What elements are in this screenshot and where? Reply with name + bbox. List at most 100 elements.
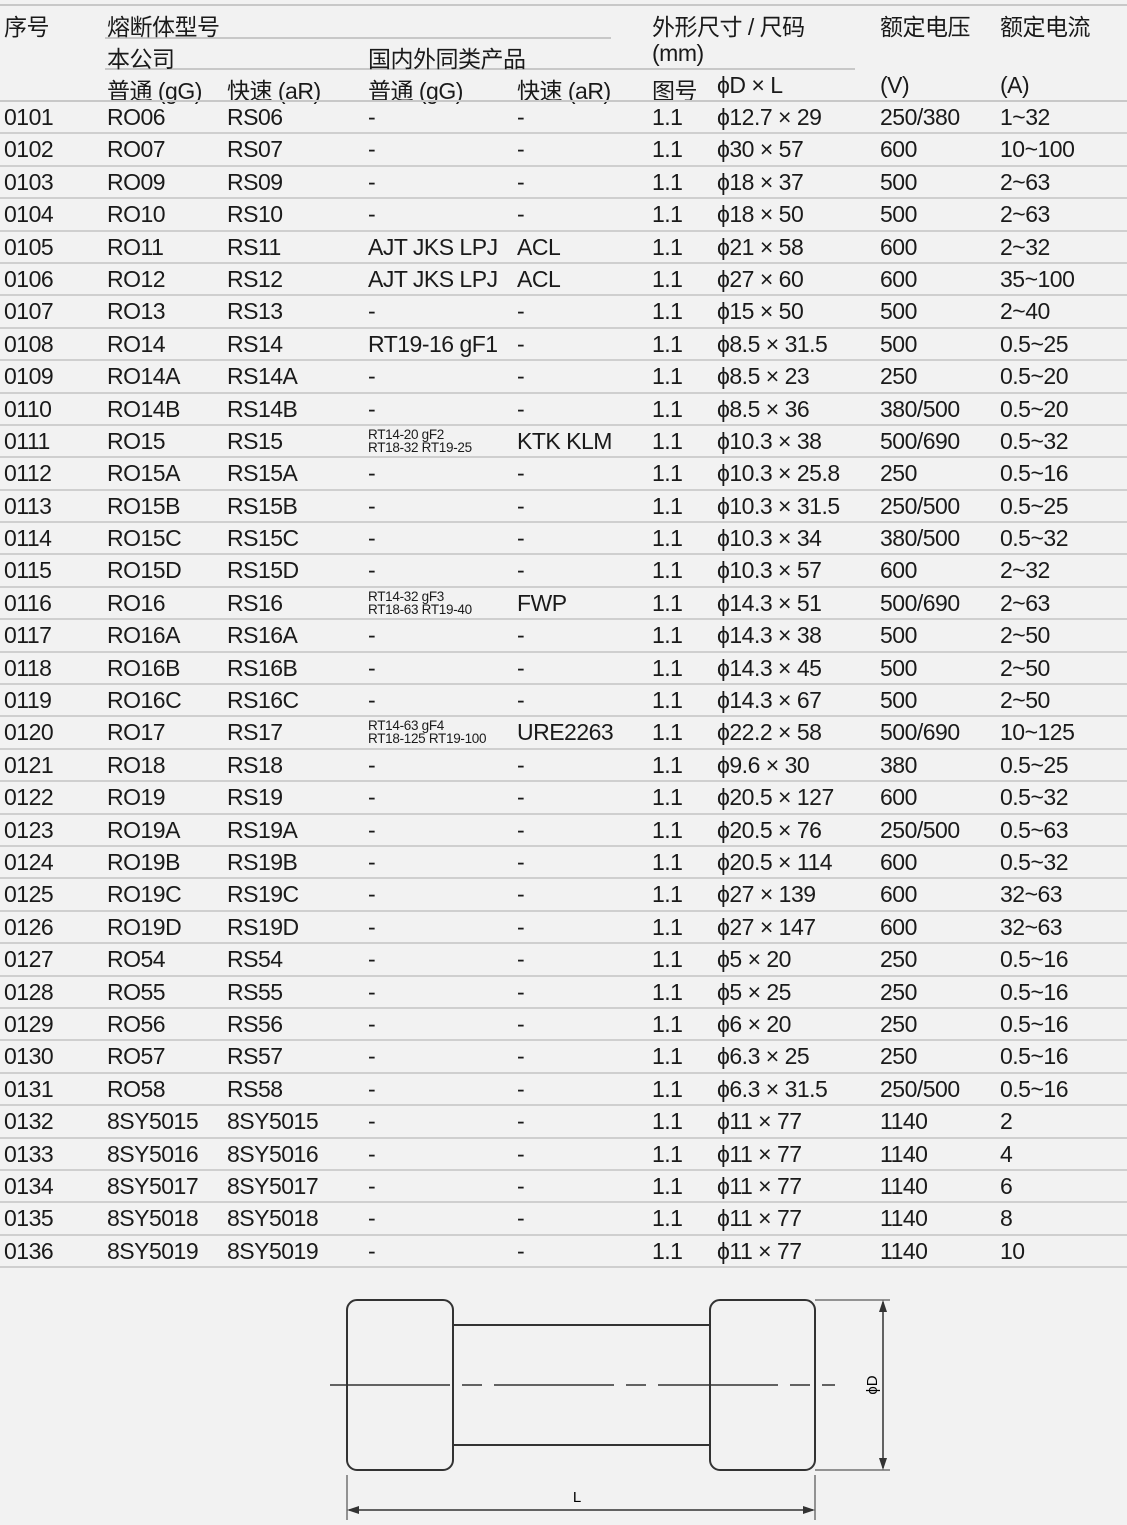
cell-gG-model: RO58 (107, 1075, 166, 1102)
cell-domestic-aR: - (517, 395, 525, 422)
cell-dimensions: ϕ14.3 × 67 (717, 687, 822, 714)
cell-aR-model: RS19C (227, 881, 299, 908)
table-row: 0127 RO54 RS54 - - 1.1 ϕ5 × 20 250 0.5~16 (0, 944, 1127, 977)
cell-aR-model: RS09 (227, 168, 283, 195)
col-domestic: 国内外同类产品 (368, 46, 526, 72)
cell-domestic-aR: - (517, 1108, 525, 1135)
cell-dimensions: ϕ5 × 25 (717, 978, 791, 1005)
cell-gG-model: RO16C (107, 687, 182, 714)
cell-gG-model: RO55 (107, 978, 166, 1005)
cell-aR-model: RS19A (227, 816, 298, 843)
cell-domestic-aR: - (517, 460, 525, 487)
cell-current: 0.5~63 (1000, 816, 1069, 843)
table-row: 0101 RO06 RS06 - - 1.1 ϕ12.7 × 29 250/380 1~32 (0, 102, 1127, 135)
table-row: 0113 RO15B RS15B - - 1.1 ϕ10.3 × 31.5 250/500 0.… (0, 491, 1127, 524)
cell-domestic-gG: - (368, 1108, 376, 1135)
cell-fig-no: 1.1 (652, 946, 683, 973)
table-row: 0119 RO16C RS16C - - 1.1 ϕ14.3 × 67 500 2~50 (0, 685, 1127, 718)
cell-aR-model: RS57 (227, 1043, 283, 1070)
cell-current: 2~50 (1000, 654, 1050, 681)
cell-fig-no: 1.1 (652, 298, 683, 325)
cell-voltage: 380 (880, 751, 917, 778)
cell-domestic-aR: - (517, 557, 525, 584)
cell-dimensions: ϕ12.7 × 29 (717, 104, 822, 130)
col-company: 本公司 (107, 46, 175, 72)
cell-voltage: 250/500 (880, 1075, 960, 1102)
cell-current: 0.5~32 (1000, 784, 1069, 811)
cell-voltage: 500 (880, 622, 917, 649)
spec-table: 0101 RO06 RS06- -1.1 ϕ12.7 × 29 250/380 1~32 01… (0, 102, 1127, 1269)
cell-domestic-aR: - (517, 751, 525, 778)
cell-seq: 0114 (4, 525, 52, 552)
cell-voltage: 500/690 (880, 589, 960, 616)
cell-seq: 0112 (4, 460, 52, 487)
cell-domestic-gG: - (368, 913, 376, 940)
model-rule (105, 37, 611, 39)
cell-voltage: 250 (880, 460, 917, 487)
cell-seq: 0115 (4, 557, 52, 584)
col-v-unit: (V) (880, 72, 910, 98)
cell-current: 1~32 (1000, 104, 1050, 130)
cell-dimensions: ϕ10.3 × 25.8 (717, 460, 840, 487)
cell-fig-no: 1.1 (652, 589, 683, 616)
cell-aR-model: RS13 (227, 298, 283, 325)
cell-dimensions: ϕ15 × 50 (717, 298, 804, 325)
cell-seq: 0126 (4, 913, 54, 940)
cell-aR-model: 8SY5016 (227, 1140, 319, 1167)
cell-current: 2 (1000, 1108, 1013, 1135)
cell-current: 0.5~16 (1000, 1010, 1069, 1037)
cell-current: 10~100 (1000, 136, 1075, 163)
col-fuse-model: 熔断体型号 (107, 14, 220, 40)
cell-gG-model: RO14B (107, 395, 180, 422)
cell-aR-model: RS10 (227, 201, 283, 228)
cell-dimensions: ϕ27 × 139 (717, 881, 816, 908)
cell-fig-no: 1.1 (652, 719, 683, 746)
cell-seq: 0105 (4, 233, 54, 260)
cell-current: 32~63 (1000, 881, 1063, 908)
cell-seq: 0130 (4, 1043, 54, 1070)
table-row: 0102 RO07 RS07 - - 1.1 ϕ30 × 57 600 10~100 (0, 134, 1127, 167)
cell-fig-no: 1.1 (652, 136, 683, 163)
cell-domestic-gG: - (368, 460, 376, 487)
cell-current: 2~63 (1000, 168, 1050, 195)
cell-current: 2~32 (1000, 233, 1050, 260)
cell-dimensions: ϕ11 × 77 (717, 1205, 802, 1232)
cell-aR-model: RS15D (227, 557, 299, 584)
cell-gG-model: RO19A (107, 816, 180, 843)
cell-dimensions: ϕ11 × 77 (717, 1237, 802, 1264)
cell-domestic-gG: - (368, 978, 376, 1005)
cell-current: 0.5~32 (1000, 427, 1069, 454)
cell-seq: 0111 (4, 427, 50, 454)
cell-seq: 0110 (4, 395, 52, 422)
cell-domestic-gG: - (368, 816, 376, 843)
cell-voltage: 500 (880, 168, 917, 195)
cell-fig-no: 1.1 (652, 687, 683, 714)
cell-seq: 0119 (4, 687, 52, 714)
cell-aR-model: RS16 (227, 589, 283, 616)
cell-current: 0.5~20 (1000, 363, 1069, 390)
cell-gG-model: RO18 (107, 751, 166, 778)
cell-voltage: 600 (880, 265, 917, 292)
cell-domestic-aR: - (517, 816, 525, 843)
cell-domestic-aR: ACL (517, 265, 561, 292)
cell-gG-model: RO13 (107, 298, 166, 325)
cell-aR-model: RS19 (227, 784, 283, 811)
cell-gG-model: 8SY5019 (107, 1237, 199, 1264)
cell-voltage: 1140 (880, 1108, 928, 1135)
cell-gG-model: RO19B (107, 848, 180, 875)
cell-aR-model: 8SY5015 (227, 1108, 319, 1135)
col-aR: 快速 (aR) (227, 78, 321, 104)
table-row: 0107 RO13 RS13 - - 1.1 ϕ15 × 50 500 2~40 (0, 296, 1127, 329)
cell-seq: 0134 (4, 1172, 54, 1199)
cell-domestic-aR: - (517, 687, 525, 714)
cell-dimensions: ϕ10.3 × 34 (717, 525, 822, 552)
cell-current: 0.5~16 (1000, 978, 1069, 1005)
cell-fig-no: 1.1 (652, 104, 683, 130)
cell-seq: 0103 (4, 168, 54, 195)
cell-seq: 0128 (4, 978, 54, 1005)
cell-aR-model: RS12 (227, 265, 283, 292)
cell-seq: 0135 (4, 1205, 54, 1232)
cell-domestic-aR: - (517, 622, 525, 649)
cell-gG-model: RO54 (107, 946, 166, 973)
cell-aR-model: RS16A (227, 622, 298, 649)
